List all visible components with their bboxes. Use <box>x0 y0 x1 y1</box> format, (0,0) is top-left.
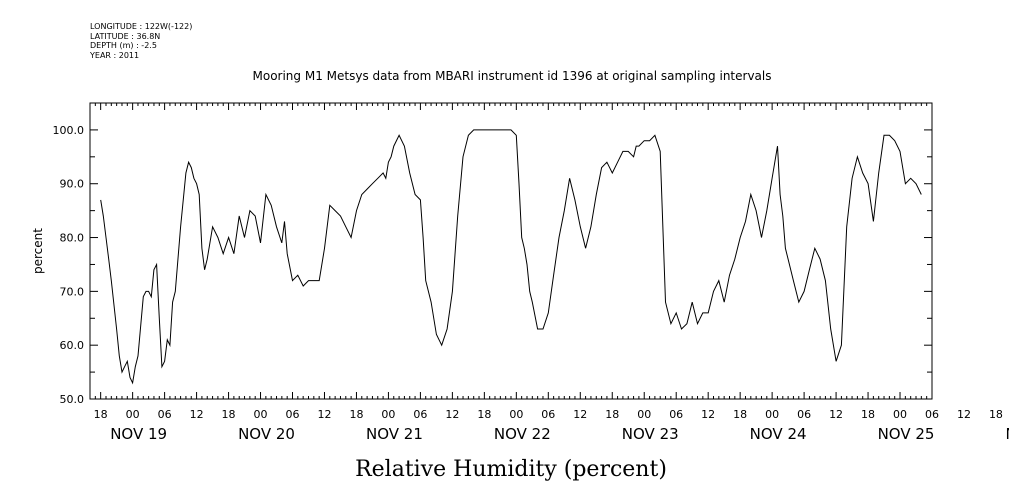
x-hour-label: 00 <box>893 408 907 421</box>
x-hour-label: 18 <box>94 408 108 421</box>
humidity-series-line <box>100 129 922 385</box>
x-hour-label: 18 <box>222 408 236 421</box>
y-tick-label: 80.0 <box>60 232 85 245</box>
x-hour-label: 18 <box>349 408 363 421</box>
x-date-label: NOV 22 <box>494 425 551 443</box>
y-tick-label: 60.0 <box>60 339 85 352</box>
x-hour-label: 06 <box>541 408 555 421</box>
x-hour-label: 18 <box>477 408 491 421</box>
y-tick-label: 70.0 <box>60 285 85 298</box>
x-hour-label: 00 <box>126 408 140 421</box>
x-date-label: NOV 20 <box>238 425 295 443</box>
x-hour-label: 00 <box>381 408 395 421</box>
latitude-text: LATITUDE : 36.8N <box>90 31 161 41</box>
x-date-label: NOV 21 <box>366 425 423 443</box>
x-hour-label: 12 <box>445 408 459 421</box>
x-axis: 18 00 06 12 18 00 06 12 18 00 06 12 18 00 06 12 18 00 06 12… <box>94 408 1009 443</box>
y-axis-label: percent <box>31 228 45 274</box>
depth-text: DEPTH (m) : -2.5 <box>90 41 157 50</box>
x-hour-label: 06 <box>669 408 683 421</box>
x-hour-label: 06 <box>413 408 427 421</box>
x-hour-label: 12 <box>829 408 843 421</box>
x-hour-label: 18 <box>605 408 619 421</box>
y-tick-label: 50.0 <box>60 393 85 406</box>
y-axis: 50.0 60.0 70.0 80.0 90.0 100.0 <box>53 124 85 406</box>
x-hour-label: 12 <box>701 408 715 421</box>
metadata-block: LONGITUDE : 122W(-122) LATITUDE : 36.8N … <box>90 22 192 60</box>
x-hour-label: 00 <box>254 408 268 421</box>
longitude-text: LONGITUDE : 122W(-122) <box>90 22 193 31</box>
x-hour-label: 18 <box>989 408 1003 421</box>
year-text: YEAR : 2011 <box>90 50 140 60</box>
y-tick-label: 100.0 <box>53 124 85 137</box>
x-hour-label: 18 <box>733 408 747 421</box>
x-date-label: NOV 25 <box>878 425 935 443</box>
x-hour-label: 06 <box>286 408 300 421</box>
x-hour-label: 00 <box>509 408 523 421</box>
x-hour-label: 06 <box>797 408 811 421</box>
x-hour-label: 06 <box>158 408 172 421</box>
x-hour-label: 00 <box>765 408 779 421</box>
x-date-label: NOV 24 <box>750 425 807 443</box>
x-hour-label: 12 <box>573 408 587 421</box>
x-date-label: NOV 26 <box>1005 425 1009 443</box>
x-hour-label: 06 <box>925 408 939 421</box>
x-date-label: NOV 23 <box>622 425 679 443</box>
x-hour-label: 12 <box>190 408 204 421</box>
x-hour-label: 18 <box>861 408 875 421</box>
chart-title: Mooring M1 Metsys data from MBARI instru… <box>253 69 772 83</box>
x-hour-label: 12 <box>957 408 971 421</box>
y-tick-label: 90.0 <box>60 178 85 191</box>
x-date-label: NOV 19 <box>110 425 167 443</box>
x-axis-label: Relative Humidity (percent) <box>355 457 667 482</box>
x-hour-label: 00 <box>637 408 651 421</box>
tick-marks <box>89 102 933 400</box>
plot-frame <box>89 102 933 400</box>
x-hour-label: 12 <box>317 408 331 421</box>
